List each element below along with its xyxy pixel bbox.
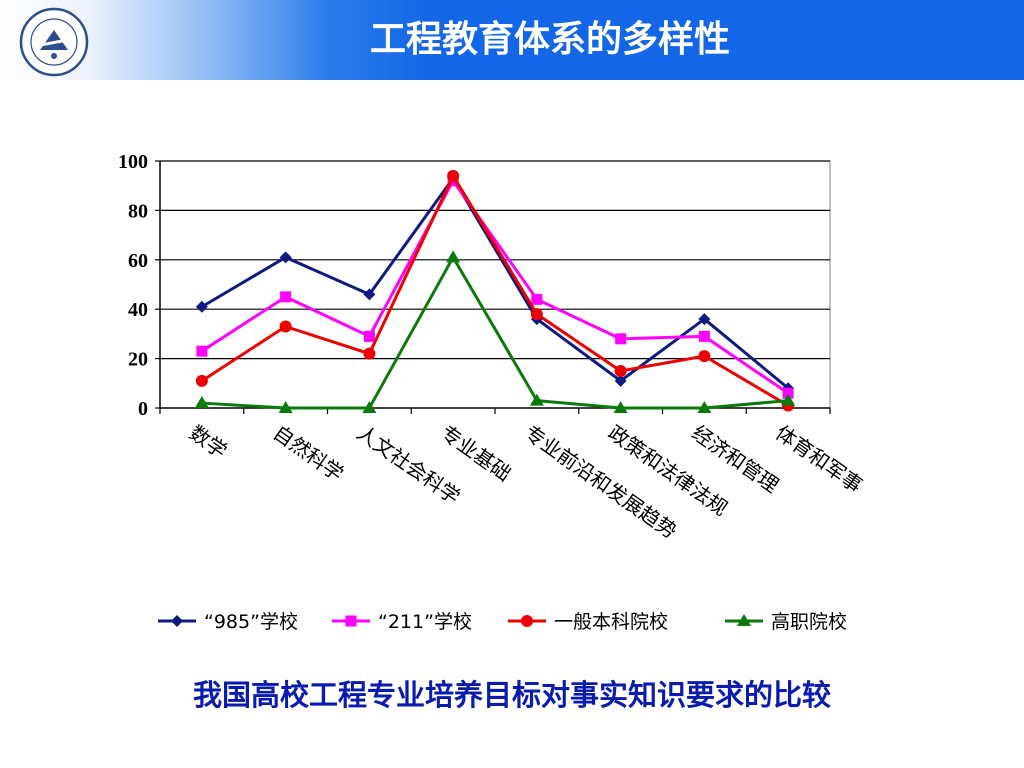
data-point-triangle <box>613 401 628 413</box>
data-point-square <box>531 293 543 305</box>
series-4 <box>194 250 796 413</box>
data-point-circle <box>279 320 292 333</box>
x-tick-label: 专业基础 <box>436 420 515 486</box>
data-point-triangle <box>697 401 712 413</box>
data-point-circle <box>698 350 711 363</box>
series-line <box>201 179 789 395</box>
university-logo <box>19 7 89 77</box>
data-point-circle <box>447 169 460 182</box>
data-point-triangle <box>362 401 377 413</box>
data-point-triangle <box>278 401 293 413</box>
legend-label: “985”学校 <box>204 611 298 633</box>
data-point-diamond <box>195 300 208 313</box>
data-point-circle <box>521 615 533 627</box>
y-tick-label: 80 <box>128 200 148 222</box>
data-point-diamond <box>698 313 711 326</box>
data-point-diamond <box>171 615 183 627</box>
data-point-square <box>615 333 627 345</box>
legend-label: 一般本科院校 <box>554 611 668 633</box>
series-2 <box>196 175 794 399</box>
y-tick-label: 0 <box>138 398 148 420</box>
data-point-square <box>345 615 357 627</box>
data-point-triangle <box>446 250 461 263</box>
data-point-diamond <box>279 251 292 264</box>
legend-item: “211”学校 <box>332 611 472 633</box>
data-point-circle <box>614 364 627 377</box>
title-banner: 工程教育体系的多样性 <box>0 0 1024 80</box>
y-tick-label: 20 <box>128 349 148 371</box>
data-point-square <box>196 345 208 357</box>
x-tick-label: 自然科学 <box>269 420 348 486</box>
page-title: 工程教育体系的多样性 <box>369 19 730 60</box>
data-point-triangle <box>529 393 544 406</box>
legend-label: “211”学校 <box>378 611 472 633</box>
chart-caption: 我国高校工程专业培养目标对事实知识要求的比较 <box>192 678 831 712</box>
y-tick-label: 60 <box>128 250 148 272</box>
y-tick-label: 40 <box>128 299 148 321</box>
x-tick-label: 数学 <box>185 420 232 463</box>
series-line <box>201 174 789 407</box>
plot-area <box>159 160 831 409</box>
series-line <box>201 176 790 390</box>
data-point-circle <box>195 374 208 387</box>
data-point-square <box>280 291 292 303</box>
data-point-diamond <box>363 288 376 301</box>
data-point-square <box>698 330 710 342</box>
data-point-triangle <box>781 393 796 406</box>
legend-item: 一般本科院校 <box>508 611 668 633</box>
data-point-square <box>363 330 375 342</box>
legend-item: “985”学校 <box>158 611 298 633</box>
series-3 <box>195 169 795 412</box>
data-point-triangle <box>737 614 751 626</box>
legend-item: 高职院校 <box>725 611 847 633</box>
x-tick-label: 专业前沿和发展趋势 <box>520 420 681 543</box>
data-point-triangle <box>194 396 209 409</box>
data-point-diamond <box>614 374 627 387</box>
x-tick-label: 体育和军事 <box>771 420 867 497</box>
legend-label: 高职院校 <box>771 611 847 633</box>
series-line <box>201 255 789 410</box>
data-point-circle <box>363 347 376 360</box>
y-tick-label: 100 <box>118 151 148 173</box>
data-point-circle <box>530 308 543 321</box>
data-point-square <box>782 387 794 399</box>
